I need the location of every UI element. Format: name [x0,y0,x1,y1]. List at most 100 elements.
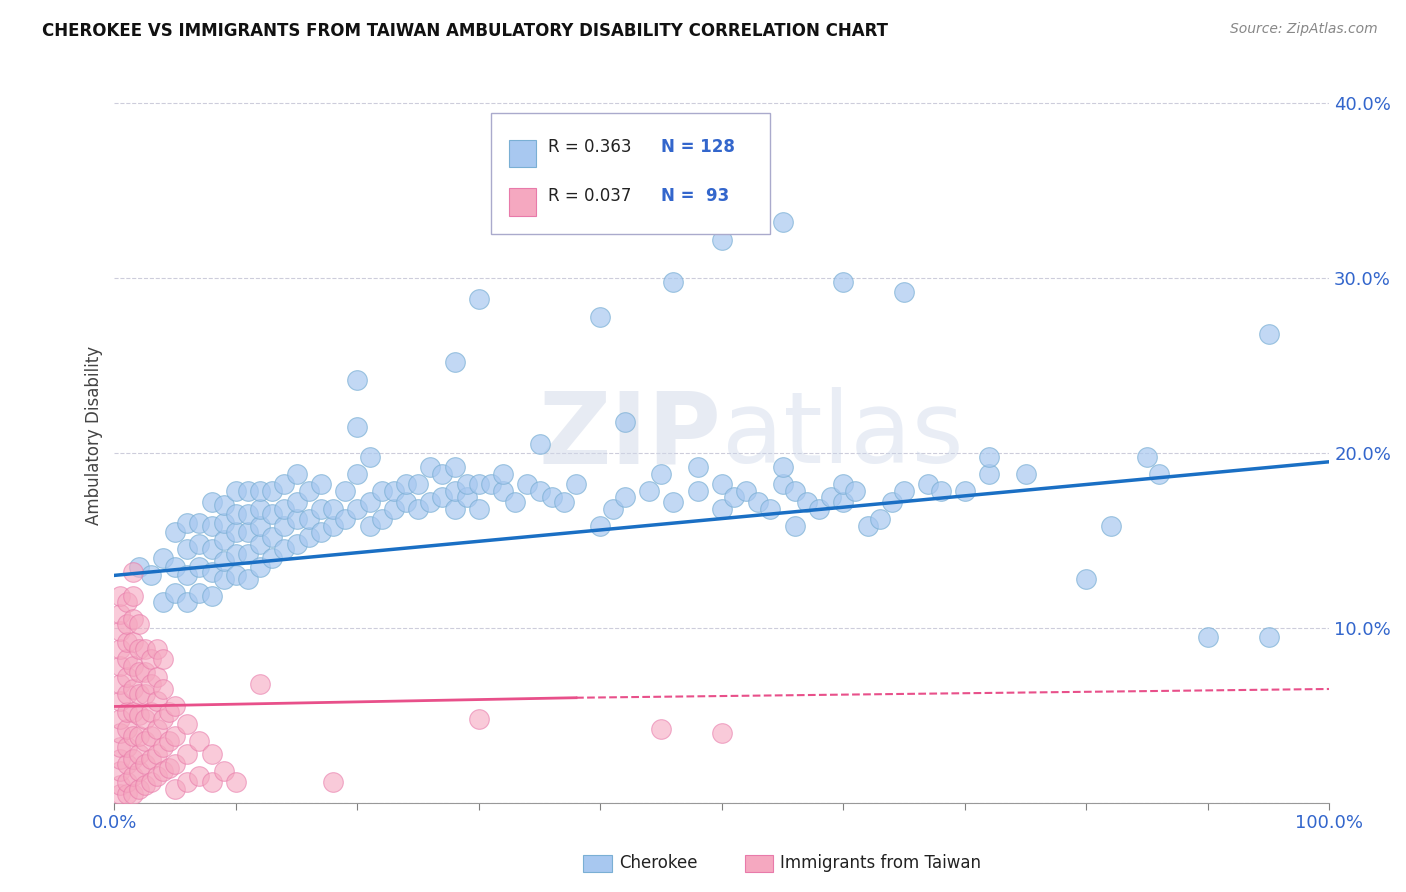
Point [236,524,259,539]
Point [165,729,187,743]
Point [110,778,132,792]
Point [1014,467,1036,481]
Point [152,550,174,565]
Point [249,537,271,551]
Point [977,467,1000,481]
Point [249,484,271,499]
Point [212,499,235,513]
Point [419,460,441,475]
Point [134,712,156,726]
Point [273,542,295,557]
Point [146,747,169,761]
Point [121,565,143,579]
Point [832,477,855,491]
Point [662,275,685,289]
Point [121,681,143,696]
Point [796,495,818,509]
Point [589,310,612,324]
Point [589,519,612,533]
Point [152,652,174,666]
Point [134,778,156,792]
Point [335,512,357,526]
Point [686,484,709,499]
Point [262,530,284,544]
Point [335,484,357,499]
Point [165,559,187,574]
Point [298,512,321,526]
Point [273,519,295,533]
Point [346,373,368,387]
Point [200,590,222,604]
Point [613,490,636,504]
Point [808,502,831,516]
Point [110,787,132,801]
Point [468,712,491,726]
Point [139,729,162,743]
Point [115,687,138,701]
Point [650,722,672,736]
Point [115,670,138,684]
Point [110,752,132,766]
Point [128,781,150,796]
Point [1136,450,1159,464]
Point [432,467,454,481]
Text: Immigrants from Taiwan: Immigrants from Taiwan [780,855,981,872]
Point [844,484,866,499]
Point [346,467,368,481]
Point [662,495,685,509]
Point [121,787,143,801]
Point [832,495,855,509]
Point [176,542,198,557]
Point [128,665,150,679]
Point [139,774,162,789]
FancyBboxPatch shape [491,112,770,234]
Point [505,495,527,509]
Point [110,624,132,639]
Point [121,705,143,719]
Point [200,774,222,789]
Point [456,490,478,504]
Point [121,659,143,673]
Point [110,641,132,656]
Point [419,495,441,509]
Point [188,559,211,574]
Point [152,681,174,696]
Point [110,694,132,708]
Point [146,670,169,684]
Point [134,687,156,701]
Point [1257,327,1279,342]
Point [188,516,211,530]
Text: N =  93: N = 93 [661,187,730,205]
Point [783,484,806,499]
Point [157,761,180,775]
Point [200,565,222,579]
Point [110,712,132,726]
Point [128,764,150,779]
Point [880,495,903,509]
Point [1076,572,1098,586]
Point [115,722,138,736]
Y-axis label: Ambulatory Disability: Ambulatory Disability [86,346,103,525]
Text: R = 0.363: R = 0.363 [548,138,631,156]
Point [322,519,344,533]
Text: atlas: atlas [721,387,963,484]
Point [121,590,143,604]
Point [165,586,187,600]
Point [346,502,368,516]
Point [492,467,515,481]
Point [176,774,198,789]
Point [212,554,235,568]
Point [359,495,381,509]
Point [298,484,321,499]
Point [686,460,709,475]
Point [395,477,418,491]
Point [200,747,222,761]
Point [723,490,745,504]
Point [225,568,247,582]
Point [529,484,551,499]
Point [516,477,538,491]
Point [225,507,247,521]
Point [298,530,321,544]
Point [492,484,515,499]
Point [225,524,247,539]
